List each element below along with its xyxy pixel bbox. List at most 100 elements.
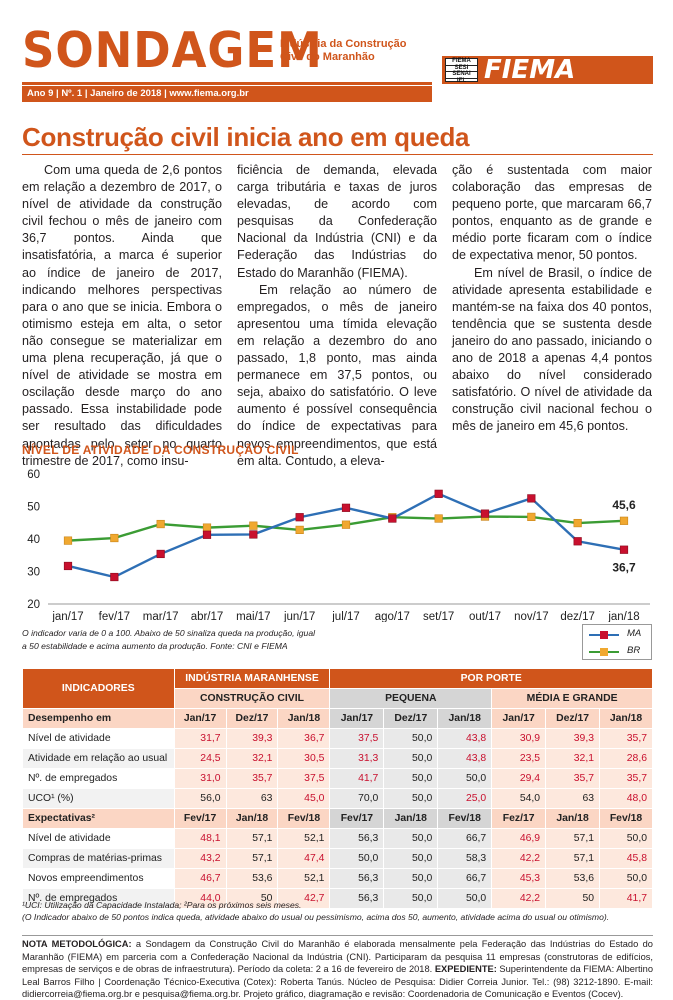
table-cell: 50,0 [437, 768, 493, 789]
indicators-table: INDICADORES INDÚSTRIA MARANHENSE POR POR… [22, 668, 653, 909]
staff-label: EXPEDIENTE: [434, 964, 497, 975]
data-point-br [295, 525, 304, 534]
edition-bar: Ano 9 | Nº. 1 | Janeiro de 2018 | www.fi… [22, 86, 432, 102]
table-cell: 50,0 [383, 748, 439, 769]
article-column-1: Com uma queda de 2,6 pontos em relação a… [22, 162, 222, 470]
method-rule [22, 935, 653, 936]
data-point-ma [156, 549, 165, 559]
x-tick-label: out/17 [469, 611, 501, 622]
col1-paragraph: Com uma queda de 2,6 pontos em relação a… [22, 163, 222, 468]
period-header: Fev/17 [329, 808, 385, 829]
table-cell: 66,7 [437, 828, 493, 849]
table-cell: 47,4 [277, 848, 331, 869]
table-cell: 35,7 [599, 728, 653, 749]
data-point-br [434, 514, 443, 523]
y-tick-label: 30 [27, 567, 40, 579]
table-cell: 42,7 [277, 888, 331, 909]
footnote-2: (O Indicador abaixo de 50 pontos indica … [22, 912, 610, 922]
logo-stack-fiema: FIEMA [446, 58, 477, 66]
table-cell: 50,0 [437, 888, 493, 909]
footnotes: ¹UCI: Utilização da Capacidade Instalada… [22, 899, 609, 923]
data-point-ma [434, 489, 443, 498]
table-cell: 37,5 [277, 768, 331, 789]
table-cell: 50 [225, 888, 279, 909]
system-logo-stack: FIEMA SESI SENAI IEL [445, 58, 478, 84]
period-header: Jan/18 [545, 808, 601, 829]
period-header: Jan/18 [437, 708, 493, 729]
staff-text: Superintendente da FIEMA: Albertino Leal… [22, 964, 653, 1000]
data-point-ma [202, 530, 212, 539]
x-tick-label: jul/17 [331, 611, 360, 622]
table-cell: 48,0 [599, 788, 653, 809]
period-header: Dez/17 [545, 708, 601, 729]
table-cell: 45,0 [277, 788, 331, 809]
table-cell: 50,0 [383, 888, 439, 909]
section-header-row: Expectativas² Fev/17 Jan/18 Fev/18 Fev/17 Jan… [22, 808, 653, 829]
x-tick-label: jan/17 [51, 611, 83, 622]
section-title: Desempenho em [22, 708, 175, 729]
section-header-row: Desempenho em Jan/17 Dez/17 Jan/18 Jan/17 Dez… [22, 708, 653, 729]
table-row: Nº. de empregados 31,0 35,7 37,5 41,7 50,0 50,… [22, 768, 653, 789]
data-point-ma [249, 530, 258, 539]
x-tick-label: nov/17 [514, 611, 549, 622]
y-tick-label: 20 [27, 599, 40, 611]
table-cell: 30,9 [491, 728, 547, 749]
header-construcao: CONSTRUÇÃO CIVIL [173, 688, 331, 709]
period-header: Fev/18 [599, 808, 653, 829]
table-cell: 43,8 [437, 748, 493, 769]
data-point-ma [480, 509, 490, 518]
data-point-br [202, 523, 212, 532]
table-cell: 23,5 [491, 748, 547, 769]
legend-item-br: BR [583, 643, 651, 659]
table-cell: 53,6 [545, 868, 601, 889]
data-point-ma [63, 561, 73, 571]
method-label: NOTA METODOLÓGICA: [22, 939, 132, 949]
x-tick-label: set/17 [423, 611, 454, 622]
x-tick-label: jun/17 [283, 611, 315, 622]
logo-stack-iel: IEL [456, 77, 467, 84]
headline-rule [22, 154, 653, 155]
legend-label-ma: MA [627, 628, 642, 639]
table-cell: 57,1 [225, 848, 279, 869]
table-cell: 50,0 [599, 868, 653, 889]
data-label-ma-last: 36,7 [612, 561, 636, 575]
data-point-ma [295, 513, 304, 522]
table-cell: 41,7 [599, 888, 653, 909]
row-label: Nível de atividade [22, 728, 175, 749]
table-cell: 45,8 [599, 848, 653, 869]
table-cell: 46,9 [491, 828, 547, 849]
fiema-logo: FIEMA [484, 55, 576, 85]
data-point-ma [527, 494, 536, 503]
period-header: Fev/18 [437, 808, 493, 829]
header-indicadores: INDICADORES [22, 668, 175, 709]
table-cell: 31,0 [173, 768, 227, 789]
legend-item-ma: MA [583, 626, 651, 642]
row-label: Nível de atividade [22, 828, 175, 849]
table-cell: 50,0 [383, 788, 439, 809]
table-cell: 50,0 [329, 848, 385, 869]
table-cell: 25,0 [437, 788, 493, 809]
legend-marker-br [600, 648, 608, 656]
legend-marker-ma [600, 631, 608, 639]
table-cell: 31,7 [173, 728, 227, 749]
period-header: Jan/17 [491, 708, 547, 729]
table-cell: 50,0 [383, 828, 439, 849]
data-point-br [527, 512, 536, 521]
row-label: Nº. de empregados [22, 888, 175, 909]
table-cell: 54,0 [491, 788, 547, 809]
period-header: Fev/17 [173, 808, 227, 829]
data-point-ma [619, 545, 629, 554]
data-point-br [63, 536, 73, 545]
period-header: Jan/18 [225, 808, 279, 829]
table-cell: 50,0 [383, 768, 439, 789]
table-cell: 42,2 [491, 848, 547, 869]
masthead: SONDAGEM Indústria da Construção Civil d… [0, 0, 673, 102]
table-cell: 63 [225, 788, 279, 809]
table-cell: 53,6 [225, 868, 279, 889]
table-row: Nível de atividade 31,7 39,3 36,7 37,5 50,0 43… [22, 728, 653, 749]
table-cell: 43,8 [437, 728, 493, 749]
x-tick-label: jan/18 [607, 611, 639, 622]
table-cell: 32,1 [225, 748, 279, 769]
table-cell: 50,0 [383, 728, 439, 749]
data-point-br [619, 516, 629, 525]
